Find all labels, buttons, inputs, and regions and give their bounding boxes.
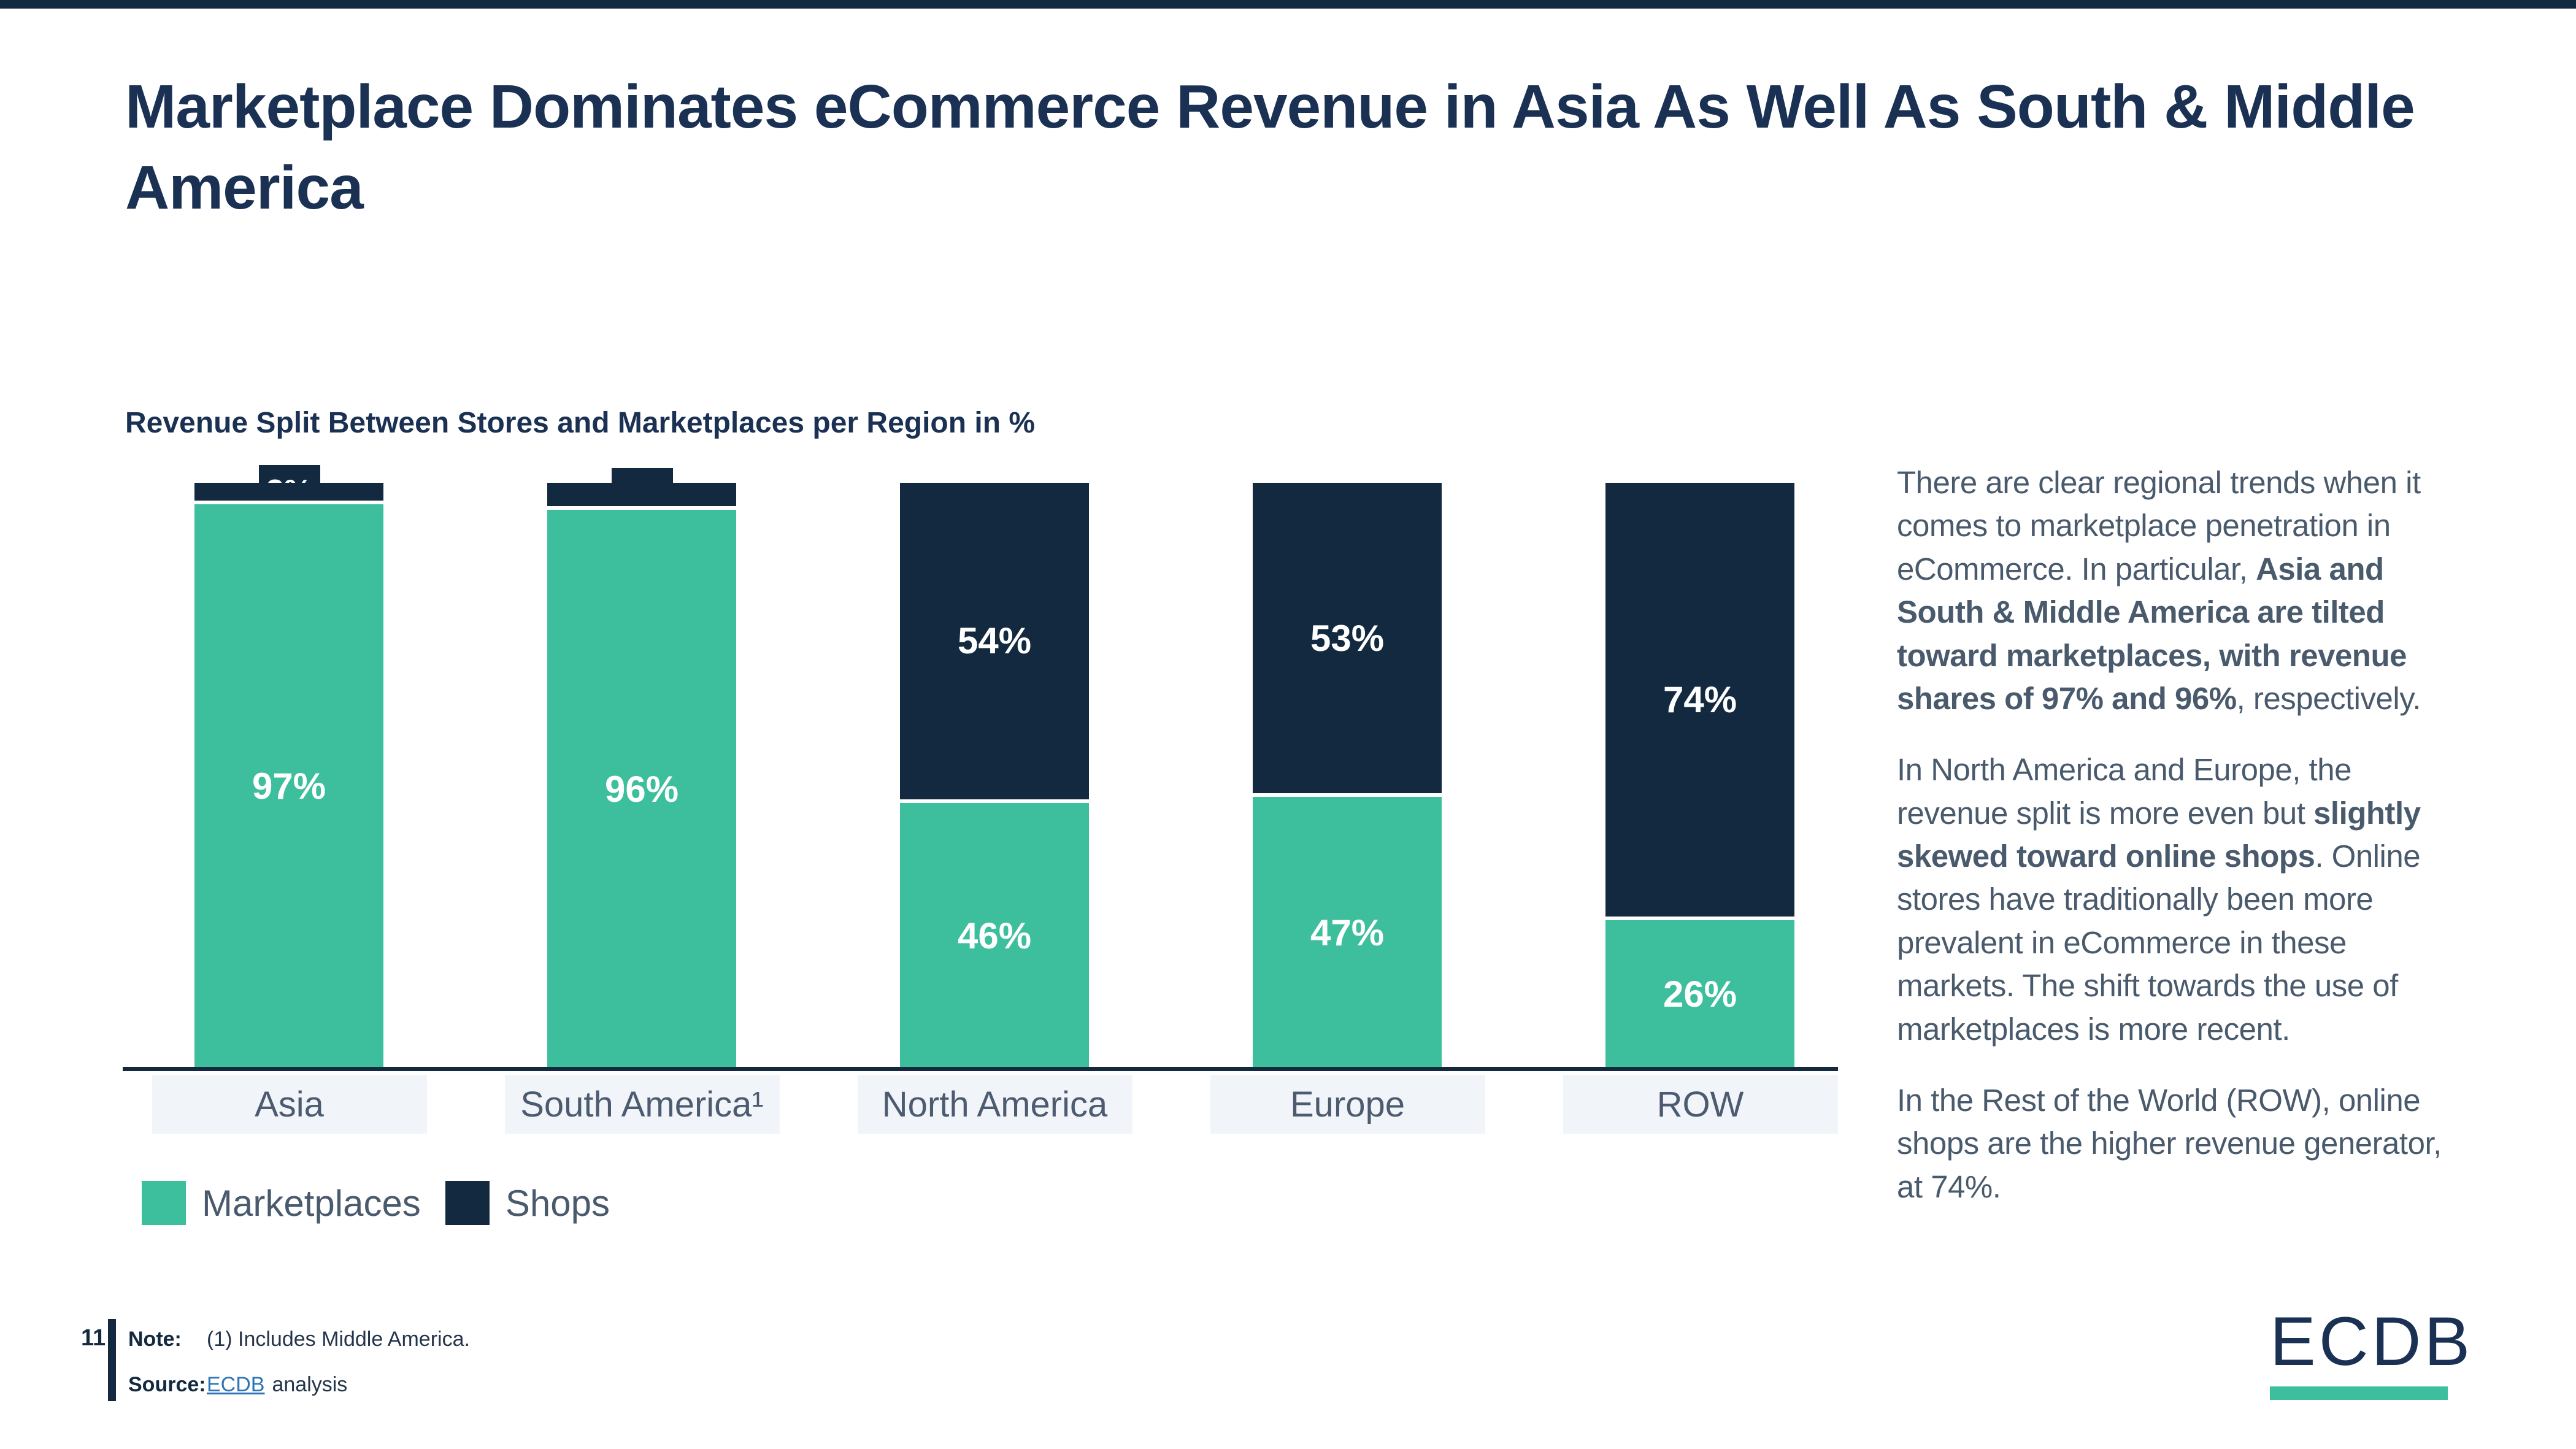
commentary-bold-run: slightly skewed toward online shops: [1897, 795, 2421, 874]
bar-segment-shops: [547, 483, 736, 507]
bar-segment-shops: 54%: [900, 483, 1089, 799]
stacked-bar: 53% 47%: [1253, 483, 1442, 1069]
legend-item-shops: Shops: [445, 1181, 610, 1225]
source-link[interactable]: ECDB: [207, 1373, 265, 1396]
legend-swatch: [445, 1181, 490, 1225]
bar-segment-marketplaces: 46%: [900, 799, 1089, 1069]
category-label: Asia: [152, 1075, 427, 1134]
ecdb-logo: ECDB: [2270, 1303, 2474, 1400]
category-cell: South America¹: [466, 1075, 818, 1134]
page-number: 11: [81, 1325, 106, 1351]
segment-value-label: 47%: [1310, 912, 1385, 954]
segment-value-label: 46%: [957, 915, 1032, 956]
segment-value-label: 74%: [1663, 678, 1737, 720]
commentary-run: , respectively.: [2236, 680, 2421, 716]
bar-group: 4%96%: [466, 464, 818, 1069]
stacked-bar: 74% 26%: [1605, 483, 1794, 1069]
segment-value-label: 54%: [957, 620, 1032, 662]
category-cell: ROW: [1524, 1075, 1877, 1134]
bar-group: 53% 47%: [1171, 483, 1524, 1069]
bar-segment-marketplaces: 47%: [1253, 793, 1442, 1069]
segment-value-label: 97%: [252, 766, 326, 807]
commentary-text: There are clear regional trends when it …: [1897, 461, 2459, 1237]
ecdb-logo-underline: [2270, 1386, 2448, 1400]
ecdb-logo-text: ECDB: [2270, 1303, 2474, 1380]
footer-divider-bar: [108, 1319, 116, 1401]
page-title: Marketplace Dominates eCommerce Revenue …: [125, 72, 2415, 222]
bar-segment-shops: 53%: [1253, 483, 1442, 794]
x-axis-line: [123, 1067, 1838, 1071]
legend-label: Marketplaces: [202, 1182, 421, 1224]
commentary-paragraph: There are clear regional trends when it …: [1897, 461, 2459, 720]
bar-segment-marketplaces: 97%: [194, 500, 383, 1069]
commentary-run: . Online stores have traditionally been …: [1897, 839, 2421, 1047]
category-label: Europe: [1210, 1075, 1485, 1134]
commentary-run: There are clear regional trends when it …: [1897, 465, 2421, 586]
chart-title: Revenue Split Between Stores and Marketp…: [125, 407, 1036, 439]
category-cell: Europe: [1171, 1075, 1524, 1134]
commentary-run: In North America and Europe, the revenue…: [1897, 752, 2351, 831]
bar-group: 3%97%: [113, 461, 466, 1069]
segment-value-label: 96%: [604, 769, 679, 810]
legend-label: Shops: [505, 1182, 610, 1224]
bar-segment-marketplaces: 26%: [1605, 916, 1794, 1069]
commentary-paragraph: In the Rest of the World (ROW), online s…: [1897, 1079, 2459, 1209]
segment-value-label: 53%: [1310, 617, 1385, 659]
bar-group: 54% 46%: [818, 483, 1171, 1069]
commentary-run: In the Rest of the World (ROW), online s…: [1897, 1082, 2442, 1204]
note-label: Note:: [128, 1328, 182, 1351]
bar-segment-shops: 74%: [1605, 483, 1794, 917]
top-accent-bar: [0, 0, 2576, 9]
source-row: Source: ECDB analysis: [128, 1373, 347, 1397]
stacked-bar-chart: 3%97%4%96% 54% 46% 53% 47% 74% 26%: [113, 461, 1877, 1069]
bar-segment-marketplaces: 96%: [547, 506, 736, 1069]
note-text: (1) Includes Middle America.: [207, 1328, 470, 1351]
commentary-bold-run: Asia and South & Middle America are tilt…: [1897, 551, 2407, 716]
chart-legend: Marketplaces Shops: [142, 1181, 610, 1225]
bar-segment-shops: [194, 483, 383, 501]
category-cell: Asia: [113, 1075, 466, 1134]
source-text: analysis: [272, 1373, 348, 1396]
stacked-bar: 97%: [194, 483, 383, 1069]
category-axis: Asia South America¹ North America Europe ROW: [113, 1075, 1877, 1134]
segment-value-label: 26%: [1663, 974, 1737, 1015]
category-cell: North America: [818, 1075, 1171, 1134]
legend-item-marketplaces: Marketplaces: [142, 1181, 421, 1225]
legend-swatch: [142, 1181, 186, 1225]
category-label: ROW: [1563, 1075, 1838, 1134]
footnote-row: Note: (1) Includes Middle America.: [128, 1328, 470, 1351]
stacked-bar: 96%: [547, 483, 736, 1069]
stacked-bar: 54% 46%: [900, 483, 1089, 1069]
source-label: Source:: [128, 1373, 206, 1396]
commentary-paragraph: In North America and Europe, the revenue…: [1897, 748, 2459, 1051]
category-label: South America¹: [504, 1075, 780, 1134]
category-label: North America: [857, 1075, 1132, 1134]
bar-group: 74% 26%: [1524, 483, 1877, 1069]
